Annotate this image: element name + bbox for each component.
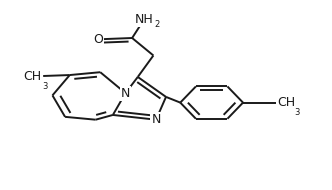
Text: CH: CH — [277, 96, 295, 109]
Text: N: N — [151, 113, 161, 126]
Text: 3: 3 — [42, 82, 47, 91]
Text: 3: 3 — [294, 108, 299, 117]
Text: NH: NH — [134, 13, 153, 26]
Text: 2: 2 — [154, 20, 160, 29]
Text: N: N — [121, 87, 130, 100]
Text: O: O — [93, 33, 103, 46]
Text: CH: CH — [23, 70, 42, 82]
